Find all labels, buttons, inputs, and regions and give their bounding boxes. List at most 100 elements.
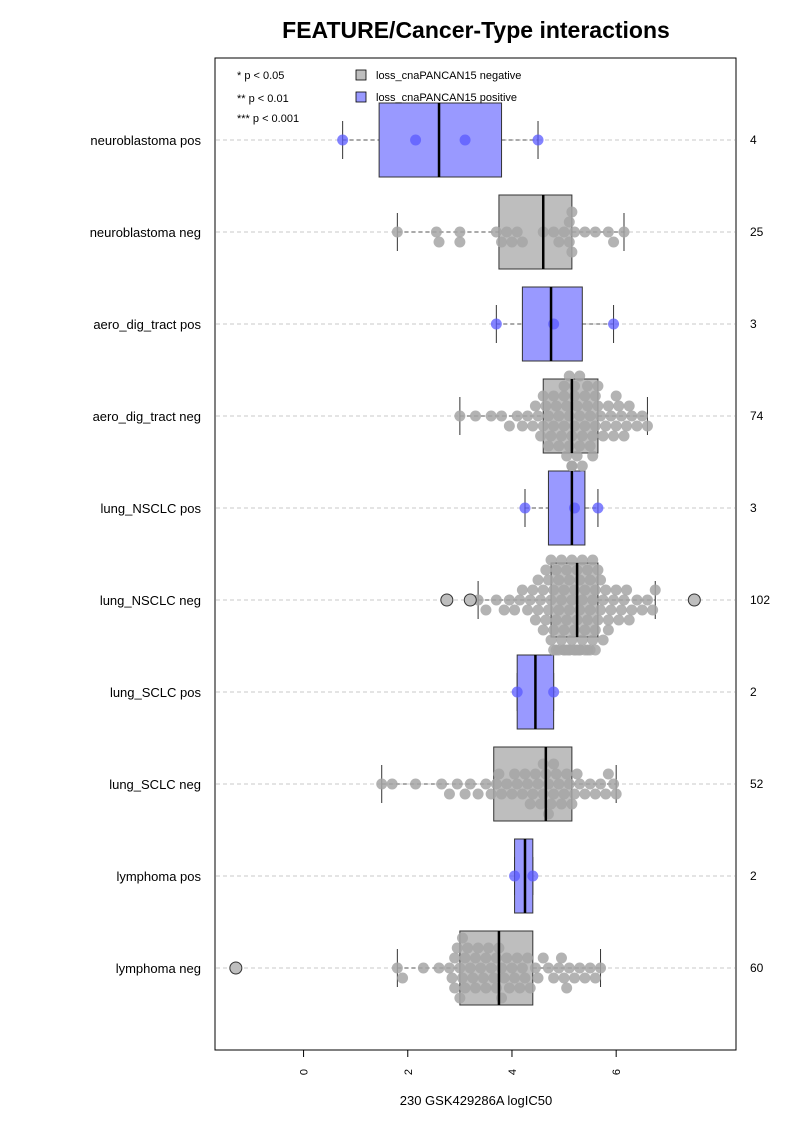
data-point: [527, 870, 539, 882]
data-point: [376, 778, 388, 790]
data-point: [600, 788, 612, 800]
data-point: [589, 972, 601, 984]
data-point: [555, 430, 567, 442]
data-point: [451, 942, 463, 954]
data-point: [511, 686, 523, 698]
data-point: [516, 584, 528, 596]
data-point: [553, 410, 565, 422]
data-point: [566, 594, 578, 606]
data-point: [576, 634, 588, 646]
x-tick-label: 4: [507, 1069, 519, 1075]
data-point: [386, 778, 398, 790]
data-point: [529, 768, 541, 780]
data-point: [480, 604, 492, 616]
data-point: [610, 584, 622, 596]
count-label: 60: [750, 961, 764, 975]
outlier-point: [440, 593, 454, 607]
data-point: [545, 554, 557, 566]
data-point: [511, 410, 523, 422]
category-label: aero_dig_tract neg: [93, 409, 201, 424]
data-point: [490, 594, 502, 606]
grid-layer: [216, 139, 735, 969]
count-labels: 4 25 3 74 3 102 2 52 2 60: [750, 133, 770, 975]
data-point: [602, 400, 614, 412]
data-point: [602, 226, 614, 238]
data-point: [623, 400, 635, 412]
count-label: 4: [750, 133, 757, 147]
data-point: [618, 430, 630, 442]
data-point: [485, 962, 497, 974]
data-point: [496, 788, 508, 800]
data-point: [595, 410, 607, 422]
data-point: [516, 420, 528, 432]
count-label: 102: [750, 593, 770, 607]
data-point: [584, 440, 596, 452]
data-point: [584, 604, 596, 616]
data-point: [516, 236, 528, 248]
category-label: lymphoma pos: [116, 869, 201, 884]
data-point: [553, 440, 565, 452]
data-point: [582, 564, 594, 576]
data-point: [589, 584, 601, 596]
data-point: [561, 614, 573, 626]
data-point: [574, 962, 586, 974]
data-point: [561, 564, 573, 576]
sig-legend-1: * p < 0.05: [237, 70, 284, 82]
data-point: [475, 962, 487, 974]
data-point: [589, 624, 601, 636]
data-point: [410, 778, 422, 790]
x-tick-label: 0: [299, 1069, 311, 1075]
data-point: [529, 962, 541, 974]
data-point: [485, 410, 497, 422]
data-point: [511, 778, 523, 790]
data-point: [555, 798, 567, 810]
data-point: [579, 624, 591, 636]
data-point: [597, 430, 609, 442]
data-point: [496, 236, 508, 248]
data-point: [477, 972, 489, 984]
data-point: [587, 594, 599, 606]
data-point: [649, 584, 661, 596]
data-point: [397, 972, 409, 984]
data-point: [563, 604, 575, 616]
data-point: [433, 962, 445, 974]
data-point: [602, 624, 614, 636]
data-point: [472, 788, 484, 800]
data-point: [563, 370, 575, 382]
data-point: [610, 420, 622, 432]
data-point: [454, 226, 466, 238]
data-point: [555, 952, 567, 964]
point-layer: [229, 103, 701, 1005]
chart-title: FEATURE/Cancer-Type interactions: [282, 17, 670, 43]
sig-legend-3: *** p < 0.001: [237, 113, 299, 125]
category-label: lymphoma neg: [116, 961, 201, 976]
data-point: [647, 604, 659, 616]
data-point: [584, 410, 596, 422]
data-point: [532, 574, 544, 586]
significance-legend: * p < 0.05 ** p < 0.01 *** p < 0.001: [237, 70, 299, 125]
outlier-point: [229, 961, 243, 975]
data-point: [337, 134, 349, 146]
data-point: [506, 236, 518, 248]
data-point: [537, 584, 549, 596]
data-point: [566, 798, 578, 810]
data-point: [595, 604, 607, 616]
data-point: [563, 236, 575, 248]
data-point: [558, 390, 570, 402]
x-axis-label: 230 GSK429286A logIC50: [400, 1093, 553, 1108]
data-point: [563, 778, 575, 790]
data-point: [527, 420, 539, 432]
data-point: [613, 614, 625, 626]
data-point: [571, 768, 583, 780]
iqr-box: [378, 102, 503, 178]
data-point: [608, 594, 620, 606]
data-point: [548, 420, 560, 432]
data-point: [555, 554, 567, 566]
data-point: [563, 574, 575, 586]
data-point: [592, 614, 604, 626]
data-point: [574, 410, 586, 422]
data-point: [540, 400, 552, 412]
data-point: [610, 390, 622, 402]
data-point: [589, 390, 601, 402]
data-point: [542, 410, 554, 422]
